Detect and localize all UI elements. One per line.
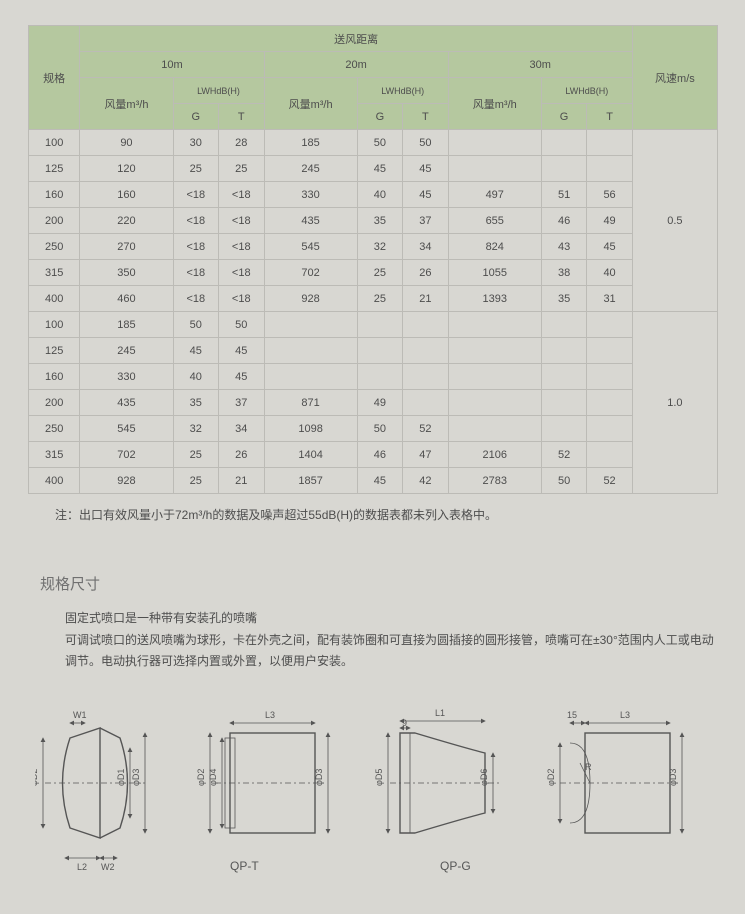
- lbl-d2-3: φD2: [546, 768, 556, 785]
- lbl-l2: L2: [77, 862, 87, 872]
- lbl-r: R: [585, 762, 592, 772]
- lbl-w2: W2: [101, 862, 115, 872]
- lbl-qpg: QP-G: [440, 859, 471, 873]
- description: 固定式喷口是一种带有安装孔的喷嘴 可调试喷口的送风喷嘴为球形，卡在外壳之间，配有…: [65, 608, 715, 673]
- lbl-w1: W1: [73, 710, 87, 720]
- spec-table: 规格送风距离风速m/s10m20m30m风量m³/hLWHdB(H)风量m³/h…: [28, 25, 718, 494]
- lbl-l3-2: L3: [620, 710, 630, 720]
- lbl-9: 9: [402, 718, 407, 728]
- lbl-d2-2: φD2: [196, 768, 206, 785]
- footnote: 注：出口有效风量小于72m³/h的数据及噪声超过55dB(H)的数据表都未列入表…: [55, 506, 745, 523]
- desc-line1: 固定式喷口是一种带有安装孔的喷嘴: [65, 608, 715, 630]
- lbl-d3-1: φD3: [131, 768, 141, 785]
- diagrams: φD2 φD1 φD3 W1 L2 W2 L3: [35, 703, 715, 903]
- lbl-d3-2: φD3: [314, 768, 324, 785]
- lbl-d1: φD1: [116, 768, 126, 785]
- lbl-d2-1: φD2: [35, 768, 39, 785]
- diagram-svg: φD2 φD1 φD3 W1 L2 W2 L3: [35, 703, 715, 893]
- desc-line2: 可调试喷口的送风喷嘴为球形，卡在外壳之间，配有装饰圈和可直接为圆插接的圆形接管，…: [65, 630, 715, 673]
- lbl-l3-1: L3: [265, 710, 275, 720]
- lbl-d4: φD4: [208, 768, 218, 785]
- lbl-d6: φD6: [479, 768, 489, 785]
- lbl-qpt: QP-T: [230, 859, 259, 873]
- lbl-d3-3: φD3: [668, 768, 678, 785]
- lbl-15: 15: [567, 710, 577, 720]
- section-title: 规格尺寸: [40, 573, 745, 594]
- lbl-d5: φD5: [374, 768, 384, 785]
- lbl-l1: L1: [435, 708, 445, 718]
